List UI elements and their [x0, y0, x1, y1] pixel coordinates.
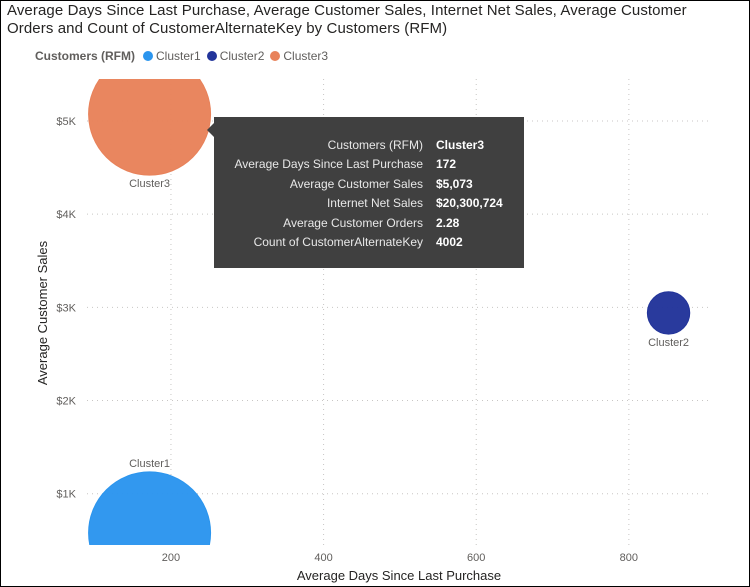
legend-title: Customers (RFM): [35, 49, 136, 63]
y-tick-label: $3K: [56, 302, 76, 314]
tooltip-value: 4002: [436, 235, 463, 249]
data-label: Cluster2: [648, 337, 689, 349]
x-tick-label: 400: [314, 552, 332, 564]
data-label: Cluster3: [129, 178, 170, 190]
tooltip-label: Average Days Since Last Purchase: [234, 157, 423, 171]
tooltip-row: Customers (RFM) Cluster3: [214, 137, 524, 153]
chart-title: Average Days Since Last Purchase, Averag…: [7, 2, 687, 37]
data-points: [88, 53, 691, 586]
legend: Customers (RFM) Cluster1 Cluster2 Cluste…: [35, 48, 334, 64]
y-tick-label: $1K: [56, 489, 76, 501]
tooltip-pointer: [207, 123, 214, 137]
tooltip-value: $20,300,724: [436, 196, 503, 210]
legend-item-cluster1[interactable]: Cluster1: [143, 49, 201, 63]
tooltip-row: Average Customer Orders 2.28: [214, 215, 524, 231]
legend-label-cluster2: Cluster2: [219, 49, 265, 63]
bubble-cluster2[interactable]: [646, 291, 691, 335]
legend-marker-cluster3-icon: [270, 51, 281, 61]
legend-marker-cluster1-icon: [143, 51, 154, 61]
axes: $1K $2K $3K $4K $5K 200 400 600 800 Average Days …: [35, 116, 638, 583]
bubble-cluster3[interactable]: [88, 53, 212, 176]
legend-label-cluster3: Cluster3: [283, 49, 329, 63]
x-axis-title: Average Days Since Last Purchase: [297, 568, 501, 583]
legend-item-cluster3[interactable]: Cluster3: [270, 49, 328, 63]
tooltip: Customers (RFM) Cluster3 Average Days Si…: [214, 117, 524, 268]
legend-marker-cluster2-icon: [206, 51, 217, 61]
tooltip-row: Average Customer Sales $5,073: [214, 176, 524, 192]
x-tick-label: 800: [620, 552, 638, 564]
y-axis-title: Average Customer Sales: [35, 240, 50, 385]
tooltip-value: $5,073: [436, 177, 473, 191]
y-tick-label: $4K: [56, 209, 76, 221]
tooltip-row: Internet Net Sales $20,300,724: [214, 195, 524, 211]
tooltip-row: Count of CustomerAlternateKey 4002: [214, 234, 524, 250]
tooltip-label: Count of CustomerAlternateKey: [253, 235, 423, 249]
data-labels: Cluster1 Cluster2 Cluster3: [129, 178, 689, 470]
y-tick-label: $2K: [56, 396, 76, 408]
legend-item-cluster2[interactable]: Cluster2: [206, 49, 265, 63]
tooltip-row: Average Days Since Last Purchase 172: [214, 156, 524, 172]
tooltip-value: Cluster3: [436, 138, 485, 152]
tooltip-label: Average Customer Sales: [289, 177, 423, 191]
tooltip-value: 2.28: [436, 216, 460, 230]
tooltip-label: Internet Net Sales: [326, 196, 423, 210]
bubble-cluster1[interactable]: [88, 471, 212, 586]
tooltip-value: 172: [436, 157, 457, 171]
x-tick-label: 600: [467, 552, 485, 564]
tooltip-label: Average Customer Orders: [283, 216, 423, 230]
x-tick-label: 200: [162, 552, 180, 564]
legend-label-cluster1: Cluster1: [156, 49, 201, 63]
data-label: Cluster1: [129, 458, 170, 470]
y-tick-label: $5K: [56, 116, 76, 128]
tooltip-label: Customers (RFM): [327, 138, 423, 152]
